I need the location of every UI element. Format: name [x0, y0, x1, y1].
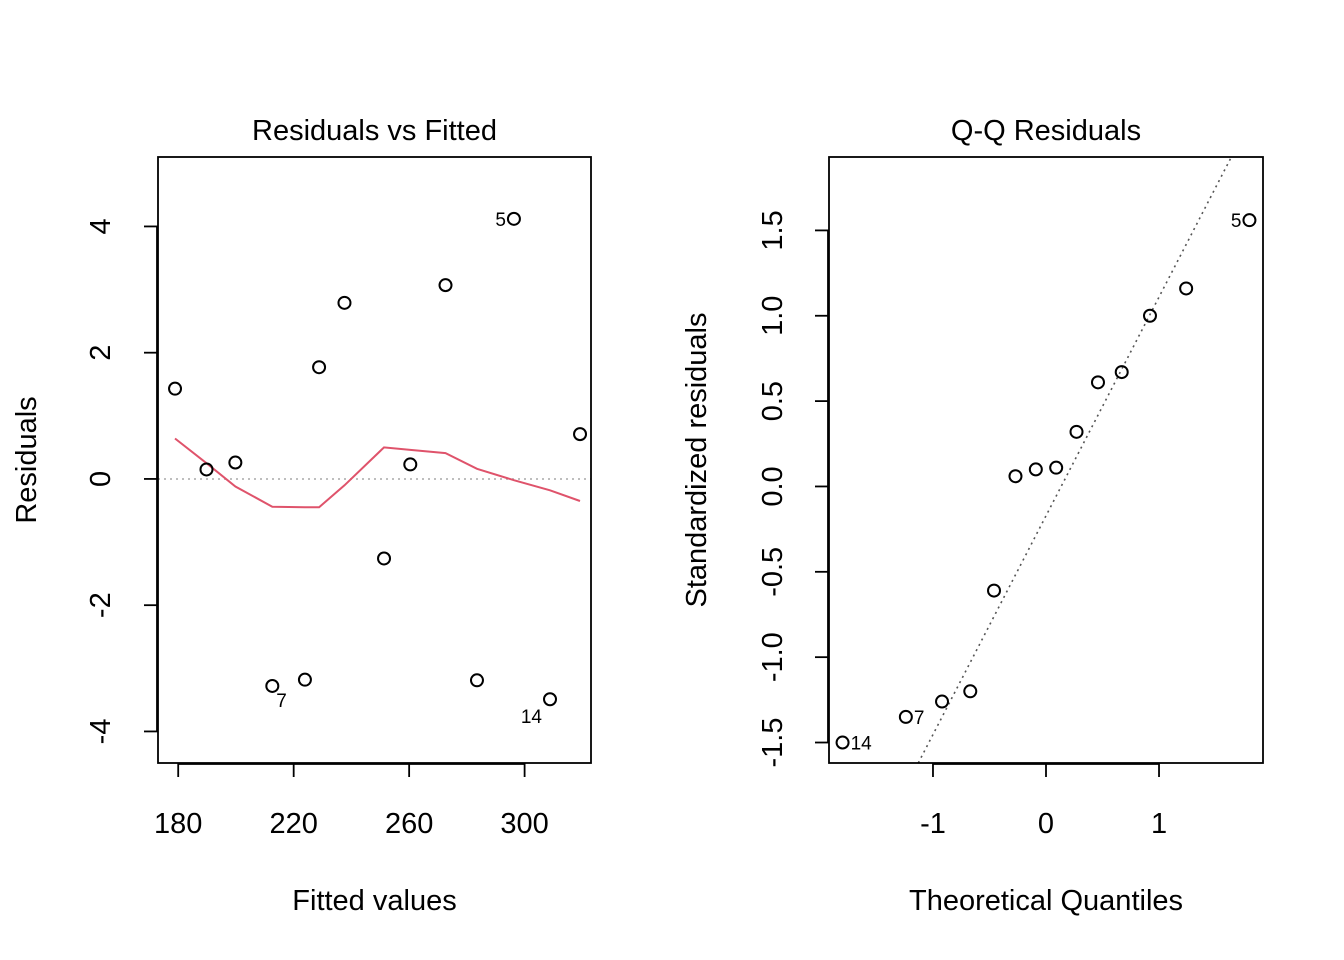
data-point	[1142, 308, 1157, 323]
y-tick-label: 0	[85, 471, 117, 487]
panel-residuals-vs-fitted: Residuals vs Fitted Fitted values Residual…	[11, 115, 592, 917]
data-point	[403, 457, 418, 472]
data-point	[337, 295, 352, 310]
data-point	[228, 455, 243, 470]
qq-reference-line	[917, 157, 1233, 763]
point-label: 5	[495, 210, 506, 231]
data-point	[297, 672, 312, 687]
point-label: 14	[851, 734, 873, 755]
y-tick-label: -1.0	[757, 632, 789, 682]
data-point	[168, 381, 183, 396]
data-point	[469, 673, 484, 688]
data-point	[543, 692, 558, 707]
plot-frame	[157, 156, 592, 764]
smooth-line	[174, 437, 581, 509]
data-point	[1242, 213, 1257, 228]
data-point	[1049, 460, 1064, 475]
y-tick-label: -0.5	[757, 547, 789, 597]
y-tick-label: 1.5	[757, 210, 789, 250]
x-tick-label: 220	[269, 808, 317, 840]
y-tick-label: -1.5	[757, 718, 789, 768]
y-tick-label: -4	[85, 719, 117, 745]
data-point	[1179, 281, 1194, 296]
data-point	[963, 684, 978, 699]
data-point	[987, 583, 1002, 598]
point-label: 7	[276, 691, 287, 712]
y-tick-label: 1.0	[757, 296, 789, 336]
data-point	[898, 709, 913, 724]
x-tick-label: 260	[385, 808, 433, 840]
y-tick-label: 0.5	[757, 381, 789, 421]
x-tick-label: 1	[1151, 808, 1167, 840]
data-point	[573, 427, 588, 442]
point-label: 14	[521, 707, 543, 728]
x-tick-label: 0	[1038, 808, 1054, 840]
data-point	[1090, 375, 1105, 390]
data-point	[377, 551, 392, 566]
data-point	[935, 694, 950, 709]
data-point	[265, 678, 280, 693]
data-point	[1069, 424, 1084, 439]
data-point	[438, 278, 453, 293]
plot-title: Q-Q Residuals	[951, 115, 1141, 147]
y-tick-label: 0.0	[757, 466, 789, 506]
plot-frame	[828, 156, 1264, 764]
data-point	[835, 735, 850, 750]
data-point	[199, 462, 214, 477]
data-point	[1008, 469, 1023, 484]
x-tick-label: 300	[500, 808, 548, 840]
point-label: 5	[1231, 211, 1242, 232]
data-point	[312, 360, 327, 375]
point-label: 7	[914, 708, 925, 729]
x-tick-label: -1	[920, 808, 946, 840]
panel-qq-residuals: Q-Q Residuals Theoretical Quantiles Standa…	[681, 115, 1264, 917]
data-point	[506, 211, 521, 226]
data-point	[1114, 365, 1129, 380]
x-tick-label: 180	[154, 808, 202, 840]
x-axis-label: Fitted values	[292, 885, 456, 917]
y-tick-label: 4	[85, 218, 117, 234]
y-tick-label: -2	[85, 592, 117, 618]
y-tick-label: 2	[85, 345, 117, 361]
plot-title: Residuals vs Fitted	[252, 115, 497, 147]
x-axis-label: Theoretical Quantiles	[909, 885, 1183, 917]
y-axis-label: Standardized residuals	[681, 312, 713, 607]
data-point	[1028, 462, 1043, 477]
y-axis-label: Residuals	[11, 396, 43, 523]
